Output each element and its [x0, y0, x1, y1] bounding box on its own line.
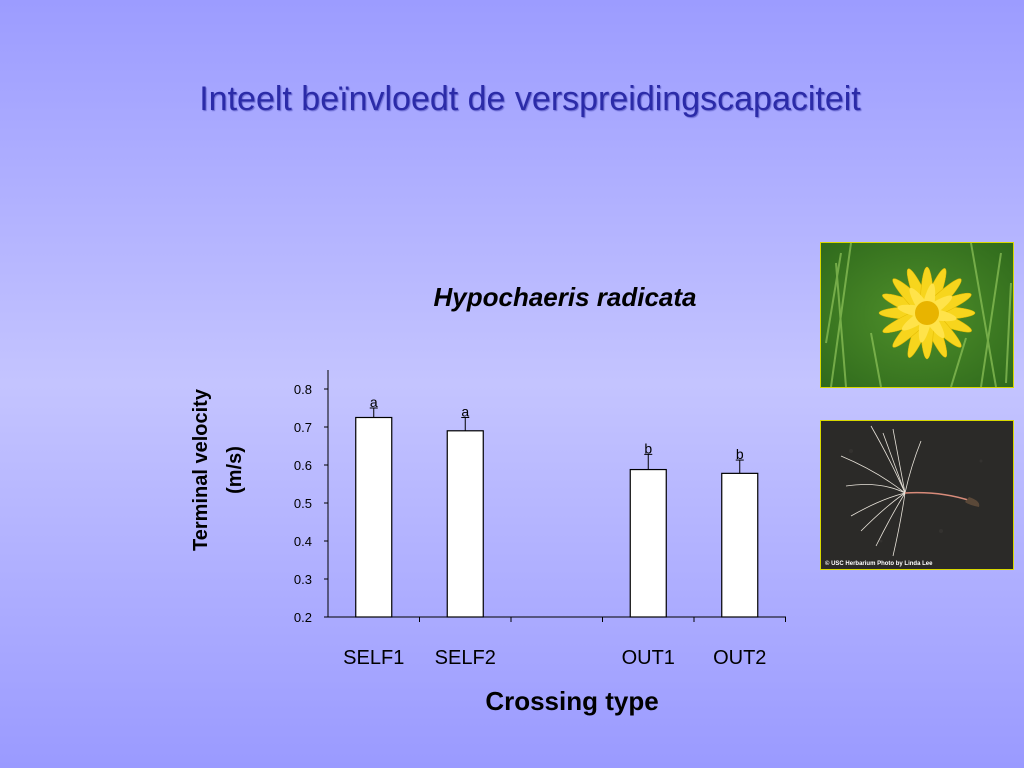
chart-title: Hypochaeris radicata	[433, 282, 697, 312]
significance-letter: a	[370, 394, 378, 410]
significance-letter: b	[736, 446, 744, 462]
photo-credit: © USC Herbarium Photo by Linda Lee	[825, 561, 933, 567]
y-tick-label: 0.6	[294, 458, 312, 473]
y-tick-label: 0.3	[294, 572, 312, 587]
bar-out2	[721, 472, 759, 618]
seed-photo: © USC Herbarium Photo by Linda Lee	[820, 420, 1014, 570]
x-axis-label: Crossing type	[485, 686, 659, 716]
y-tick-label: 0.7	[294, 420, 312, 435]
seed-image	[821, 421, 1013, 569]
y-tick-label: 0.4	[294, 534, 312, 549]
y-tick-label: 0.8	[294, 382, 312, 397]
category-label: SELF2	[435, 647, 496, 669]
flower-image	[821, 243, 1013, 387]
y-tick-label: 0.2	[294, 610, 312, 625]
flower-photo	[820, 242, 1014, 388]
bar-self1	[355, 416, 393, 618]
significance-letter: b	[644, 440, 652, 456]
bar-self2	[446, 430, 484, 618]
bar-out1	[629, 468, 667, 618]
category-label: SELF1	[343, 647, 404, 669]
slide-title: Inteelt beïnvloedt de verspreidingscapac…	[199, 80, 861, 118]
y-tick-label: 0.5	[294, 496, 312, 511]
category-label: OUT2	[713, 647, 766, 669]
category-label: OUT1	[622, 647, 675, 669]
significance-letter: a	[461, 404, 469, 420]
